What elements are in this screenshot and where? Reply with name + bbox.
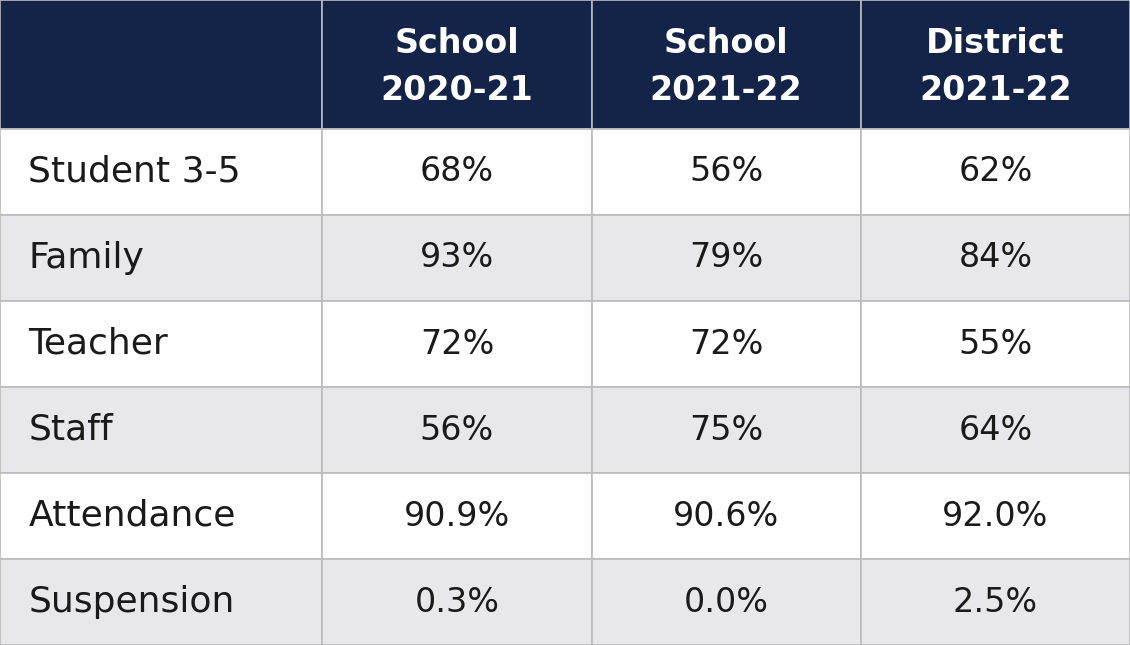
Polygon shape (861, 473, 1130, 559)
Text: 93%: 93% (420, 241, 494, 275)
Polygon shape (322, 0, 592, 129)
Text: 62%: 62% (958, 155, 1033, 188)
Polygon shape (592, 387, 861, 473)
Polygon shape (861, 215, 1130, 301)
Text: 90.6%: 90.6% (673, 499, 780, 533)
Text: 2.5%: 2.5% (953, 586, 1038, 619)
Text: 56%: 56% (420, 413, 494, 446)
Text: 2020-21: 2020-21 (381, 74, 533, 107)
Text: Teacher: Teacher (28, 327, 168, 361)
Polygon shape (861, 559, 1130, 645)
Text: Student 3-5: Student 3-5 (28, 155, 241, 189)
Text: School: School (663, 26, 789, 60)
Polygon shape (322, 473, 592, 559)
Text: School: School (394, 26, 520, 60)
Polygon shape (322, 301, 592, 387)
Polygon shape (861, 129, 1130, 215)
Polygon shape (592, 0, 861, 129)
Text: 64%: 64% (958, 413, 1033, 446)
Polygon shape (592, 301, 861, 387)
Polygon shape (861, 0, 1130, 129)
Text: 2021-22: 2021-22 (919, 74, 1071, 107)
Polygon shape (0, 129, 322, 215)
Polygon shape (322, 129, 592, 215)
Text: 55%: 55% (958, 328, 1033, 361)
Text: 56%: 56% (689, 155, 763, 188)
Text: District: District (927, 26, 1064, 60)
Text: 90.9%: 90.9% (403, 499, 510, 533)
Text: 72%: 72% (689, 328, 764, 361)
Polygon shape (592, 559, 861, 645)
Text: 75%: 75% (689, 413, 763, 446)
Text: 0.0%: 0.0% (684, 586, 768, 619)
Polygon shape (0, 301, 322, 387)
Polygon shape (0, 387, 322, 473)
Text: Suspension: Suspension (28, 585, 235, 619)
Text: 84%: 84% (958, 241, 1033, 275)
Text: Family: Family (28, 241, 145, 275)
Polygon shape (861, 387, 1130, 473)
Text: Staff: Staff (28, 413, 113, 447)
Text: 0.3%: 0.3% (415, 586, 499, 619)
Text: 2021-22: 2021-22 (650, 74, 802, 107)
Polygon shape (0, 215, 322, 301)
Polygon shape (0, 0, 322, 129)
Polygon shape (861, 301, 1130, 387)
Text: 92.0%: 92.0% (942, 499, 1049, 533)
Polygon shape (0, 473, 322, 559)
Polygon shape (592, 215, 861, 301)
Polygon shape (322, 215, 592, 301)
Polygon shape (322, 559, 592, 645)
Polygon shape (592, 129, 861, 215)
Text: 72%: 72% (419, 328, 494, 361)
Polygon shape (322, 387, 592, 473)
Text: 79%: 79% (689, 241, 763, 275)
Text: Attendance: Attendance (28, 499, 236, 533)
Text: 68%: 68% (420, 155, 494, 188)
Polygon shape (0, 559, 322, 645)
Polygon shape (592, 473, 861, 559)
